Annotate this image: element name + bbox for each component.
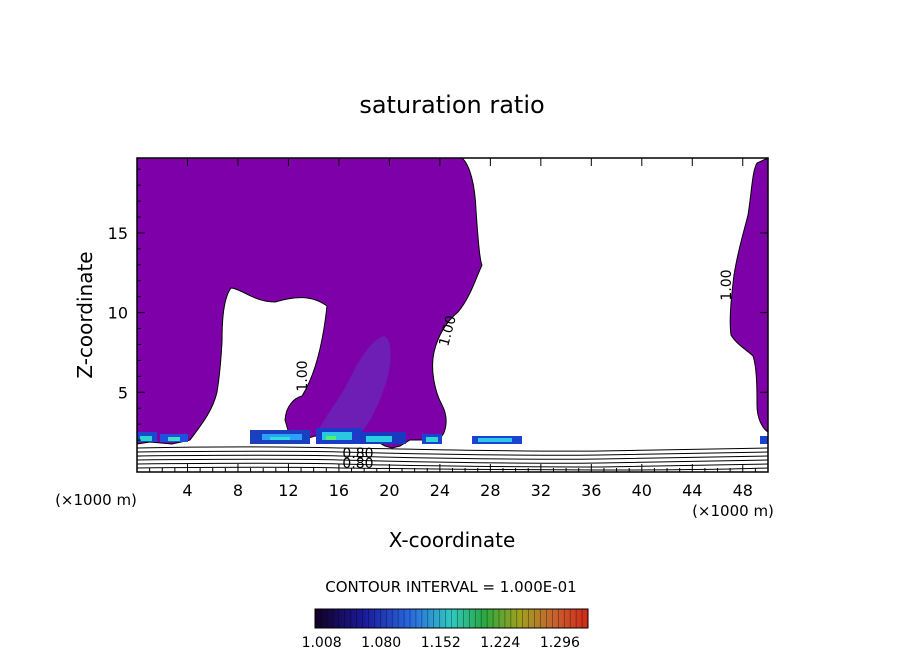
subsaturated-contours bbox=[136, 446, 769, 471]
contour-label: 0.80 bbox=[342, 456, 373, 472]
y-axis-label: Z-coordinate bbox=[73, 251, 97, 378]
x-tick-label: 20 bbox=[379, 481, 399, 500]
colorbar: 1.008 1.080 1.152 1.224 1.296 bbox=[302, 608, 589, 651]
contour-label: 1.00 bbox=[295, 360, 311, 391]
x-tick-label: 32 bbox=[531, 481, 551, 500]
x-tick-label: 28 bbox=[480, 481, 500, 500]
colorbar-tick-label: 1.224 bbox=[480, 635, 520, 651]
x-unit-label: (×1000 m) bbox=[55, 491, 137, 509]
contour-label: 1.00 bbox=[719, 269, 735, 300]
x-tick-label: 12 bbox=[278, 481, 298, 500]
x-tick-label: 40 bbox=[632, 481, 652, 500]
colorbar-labels: 1.008 1.080 1.152 1.224 1.296 bbox=[302, 635, 580, 651]
colorbar-tick-label: 1.008 bbox=[302, 635, 342, 651]
x-tick-label: 48 bbox=[733, 481, 753, 500]
z-unit-label: (×1000 m) bbox=[692, 502, 774, 520]
low-level-cloud-patches bbox=[137, 428, 768, 444]
saturated-region-right bbox=[729, 157, 769, 433]
embedded-core-region bbox=[316, 336, 391, 439]
contour-labels: 1.00 1.00 1.00 0.80 0.80 bbox=[295, 269, 735, 472]
x-axis-label: X-coordinate bbox=[389, 528, 516, 552]
chart-title: saturation ratio bbox=[359, 91, 544, 119]
x-tick-label: 8 bbox=[233, 481, 243, 500]
contour-interval-text: CONTOUR INTERVAL = 1.000E-01 bbox=[325, 578, 576, 596]
x-tick-label: 24 bbox=[430, 481, 450, 500]
saturated-region-left bbox=[136, 157, 483, 449]
contour-label: 0.80 bbox=[342, 446, 373, 462]
colorbar-tick-label: 1.080 bbox=[361, 635, 401, 651]
colorbar-stripes bbox=[320, 609, 583, 628]
colorbar-tick-label: 1.296 bbox=[540, 635, 580, 651]
y-tick-label: 10 bbox=[108, 304, 128, 323]
y-tick-label: 5 bbox=[118, 383, 128, 402]
y-tick-label: 15 bbox=[108, 224, 128, 243]
x-tick-label: 44 bbox=[682, 481, 702, 500]
contour-label: 1.00 bbox=[436, 314, 460, 348]
x-tick-label: 4 bbox=[182, 481, 192, 500]
x-tick-label: 16 bbox=[329, 481, 349, 500]
colorbar-tick-label: 1.152 bbox=[421, 635, 461, 651]
x-tick-label: 36 bbox=[581, 481, 601, 500]
plot-area: 1.00 1.00 1.00 0.80 0.80 bbox=[136, 157, 769, 473]
